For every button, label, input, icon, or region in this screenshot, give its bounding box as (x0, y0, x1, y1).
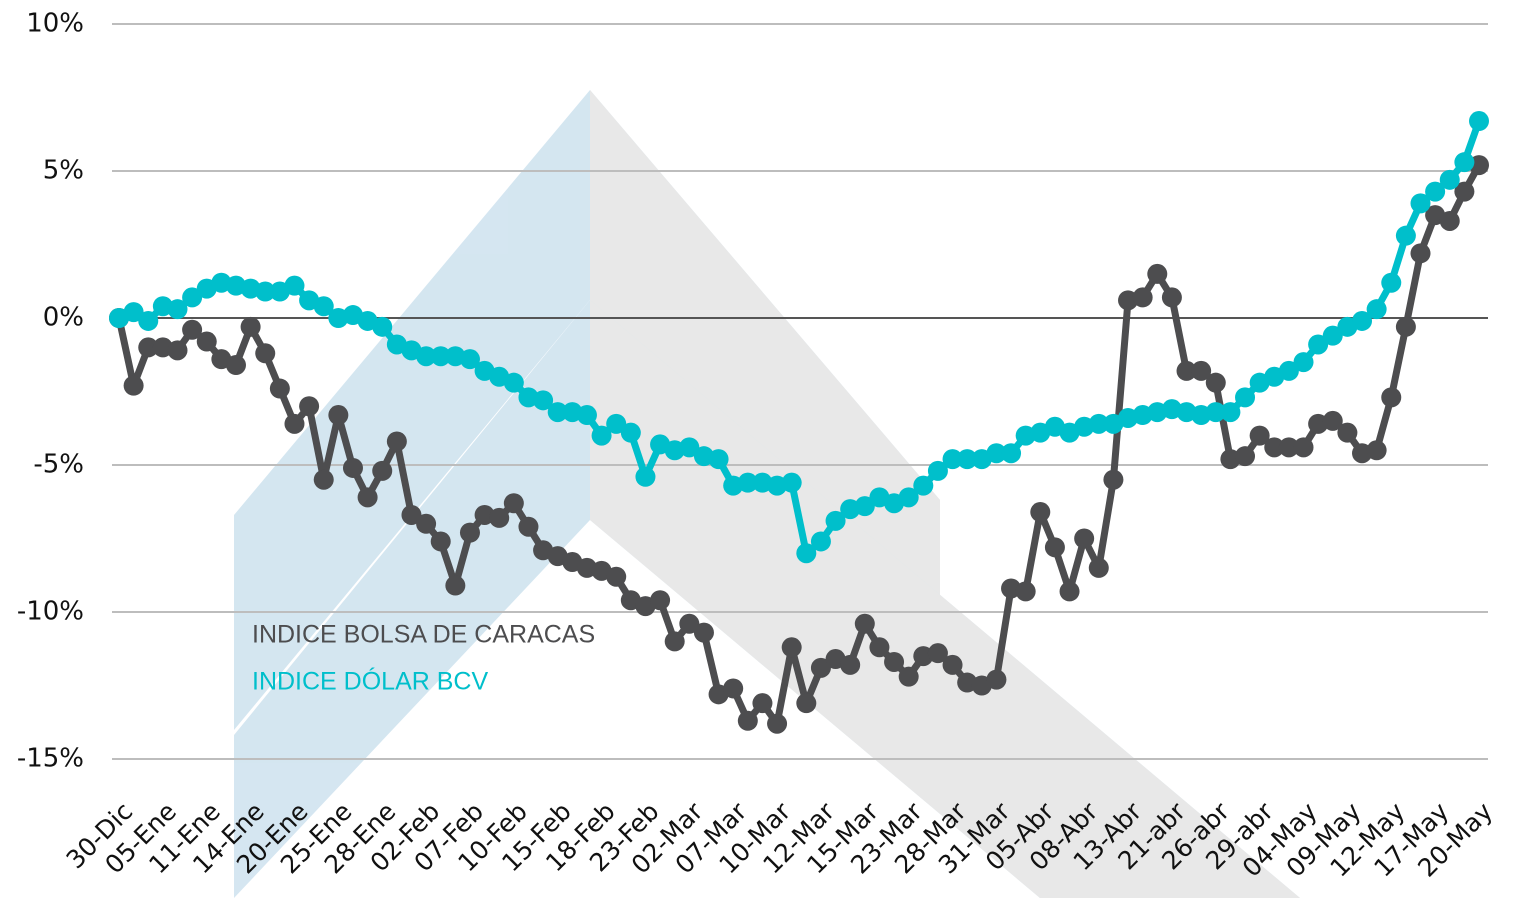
data-point (431, 531, 451, 551)
data-point (504, 493, 524, 513)
data-point (1060, 581, 1080, 601)
data-point (284, 276, 304, 296)
data-point (606, 567, 626, 587)
data-point (1074, 529, 1094, 549)
data-point (1045, 537, 1065, 557)
data-point (767, 714, 787, 734)
data-point (1206, 373, 1226, 393)
data-point (1162, 287, 1182, 307)
data-point (372, 317, 392, 337)
data-point (1001, 443, 1021, 463)
data-point (138, 311, 158, 331)
data-point (416, 514, 436, 534)
page: -15%-10%-5%0%5%10%30-Dic05-Ene11-Ene14-E… (0, 0, 1520, 902)
data-point (1103, 470, 1123, 490)
data-point (1089, 558, 1109, 578)
y-tick-label: 5% (43, 156, 84, 186)
data-point (1030, 502, 1050, 522)
legend-label: INDICE DÓLAR BCV (252, 667, 488, 696)
data-point (869, 637, 889, 657)
data-point (1294, 352, 1314, 372)
data-point (124, 376, 144, 396)
data-point (1133, 287, 1153, 307)
data-point (855, 614, 875, 634)
data-point (796, 693, 816, 713)
data-point (197, 332, 217, 352)
data-point (694, 623, 714, 643)
data-point (1469, 111, 1489, 131)
data-point (358, 487, 378, 507)
data-point (504, 373, 524, 393)
data-point (241, 317, 261, 337)
data-point (284, 414, 304, 434)
data-point (343, 458, 363, 478)
data-point (1016, 581, 1036, 601)
data-point (167, 340, 187, 360)
data-point (665, 631, 685, 651)
data-point (1411, 243, 1431, 263)
watermark (234, 90, 1300, 898)
data-point (840, 655, 860, 675)
data-point (1294, 437, 1314, 457)
data-point (1396, 317, 1416, 337)
data-point (460, 523, 480, 543)
data-point (1147, 264, 1167, 284)
data-point (899, 667, 919, 687)
data-point (738, 711, 758, 731)
data-point (1367, 299, 1387, 319)
data-point (782, 637, 802, 657)
data-point (1381, 387, 1401, 407)
data-point (314, 470, 334, 490)
data-point (913, 476, 933, 496)
data-point (577, 405, 597, 425)
data-point (650, 590, 670, 610)
data-point (226, 355, 246, 375)
data-point (709, 449, 729, 469)
legend-label: INDICE BOLSA DE CARACAS (252, 621, 595, 649)
y-tick-label: 10% (26, 9, 84, 39)
data-point (328, 405, 348, 425)
data-point (811, 531, 831, 551)
data-point (1337, 423, 1357, 443)
y-tick-label: -15% (17, 744, 84, 774)
data-point (445, 576, 465, 596)
data-point (387, 431, 407, 451)
data-point (635, 467, 655, 487)
data-point (255, 343, 275, 363)
data-point (270, 379, 290, 399)
data-point (1440, 170, 1460, 190)
data-point (1367, 440, 1387, 460)
data-point (943, 655, 963, 675)
data-point (752, 693, 772, 713)
data-point (782, 473, 802, 493)
data-point (372, 461, 392, 481)
data-point (518, 517, 538, 537)
data-point (1454, 152, 1474, 172)
data-point (986, 670, 1006, 690)
data-point (1381, 273, 1401, 293)
y-tick-label: -10% (17, 597, 84, 627)
data-point (1235, 446, 1255, 466)
data-point (299, 396, 319, 416)
y-tick-label: 0% (43, 303, 84, 333)
data-point (1235, 387, 1255, 407)
data-point (1440, 211, 1460, 231)
data-point (621, 423, 641, 443)
y-tick-label: -5% (33, 450, 84, 480)
data-point (1220, 402, 1240, 422)
chart: -15%-10%-5%0%5%10%30-Dic05-Ene11-Ene14-E… (0, 0, 1520, 898)
data-point (723, 678, 743, 698)
data-point (884, 652, 904, 672)
data-point (1396, 226, 1416, 246)
data-point (489, 508, 509, 528)
